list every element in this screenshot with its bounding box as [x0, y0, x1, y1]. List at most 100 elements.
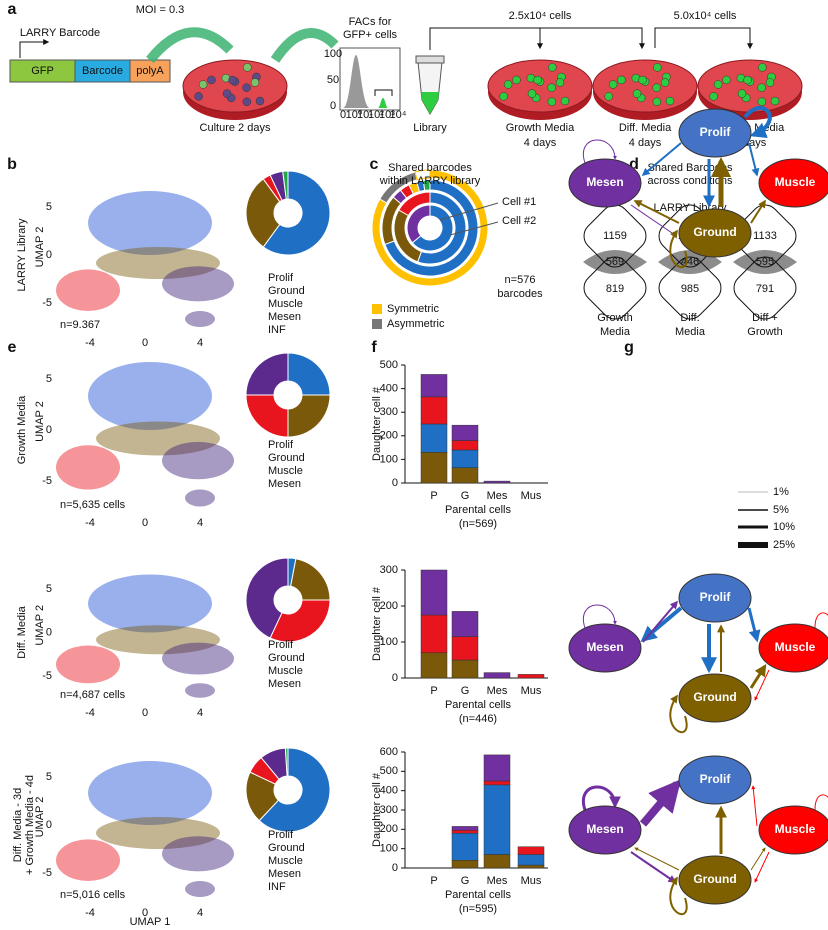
cell: [653, 63, 662, 72]
y-tick-label: 400: [380, 785, 398, 797]
bar-segment: [483, 754, 511, 782]
cell: [194, 92, 203, 101]
cell: [533, 75, 542, 85]
legend-label: Prolif: [268, 439, 294, 451]
y-tick-label: 100: [380, 636, 398, 648]
bar-segment: [451, 830, 479, 834]
dish: [487, 59, 593, 113]
cell: [207, 75, 216, 85]
bar-segment: [451, 449, 479, 468]
side-label: + Growth Media - 4d: [24, 775, 36, 875]
flow-arrow: [630, 204, 676, 236]
self-loop: [582, 604, 617, 629]
facs-gate: [374, 89, 393, 96]
cell: [737, 89, 747, 98]
cell: [255, 96, 265, 106]
self-loop: [669, 694, 688, 734]
legend-label: Muscle: [268, 665, 303, 677]
node: [568, 158, 642, 208]
x-tick-label: Mus: [521, 875, 542, 887]
ring: [422, 179, 431, 191]
umap-cloud: [56, 645, 120, 684]
facs-xtick: 10¹: [357, 109, 373, 121]
umap-y-tick: -5: [42, 297, 52, 309]
node: [758, 623, 828, 673]
cell: [198, 80, 208, 89]
self-loop: [581, 785, 621, 811]
venn-number: 1133: [753, 230, 777, 242]
node: [568, 623, 642, 673]
panel-letter: a: [8, 1, 17, 18]
bar-segment: [483, 854, 511, 869]
node-label: Muscle: [775, 175, 816, 189]
bar-segment: [420, 374, 448, 398]
cell: [757, 97, 767, 107]
x-tick-label: Mus: [521, 685, 542, 697]
bar-segment: [420, 652, 448, 679]
y-tick-label: 0: [392, 672, 398, 684]
step-label: Culture 2 days: [200, 122, 271, 134]
x-tick-label: P: [430, 875, 437, 887]
umap-x-tick: 0: [142, 707, 148, 719]
legend-label: Ground: [268, 285, 305, 297]
umap-cloud: [96, 625, 220, 655]
legend-label: Prolif: [268, 829, 294, 841]
umap-y-tick: 5: [46, 583, 52, 595]
legend-label: INF: [268, 881, 286, 893]
y-tick-label: 500: [380, 765, 398, 777]
legend-label: Mesen: [268, 478, 301, 490]
umap-cloud: [162, 441, 234, 480]
umap-cloud: [185, 489, 215, 507]
weight-label: 25%: [773, 539, 795, 551]
panel-letter: f: [371, 339, 377, 356]
cell: [242, 83, 251, 92]
y-axis-label: UMAP 2: [34, 401, 46, 442]
legend-label: Symmetric: [387, 303, 439, 315]
y-axis-label: UMAP 2: [34, 605, 46, 646]
node-label: Mesen: [586, 640, 623, 654]
x-tick-label: G: [461, 685, 470, 697]
chart-note: (n=446): [459, 713, 497, 725]
venn-number: 819: [606, 283, 624, 295]
cell: [608, 80, 618, 89]
umap-y-tick: 5: [46, 373, 52, 385]
self-loop: [743, 105, 772, 138]
bar-segment: [451, 611, 479, 637]
cell: [503, 80, 513, 89]
flow-arrow: [634, 847, 680, 871]
bar-segment: [451, 860, 479, 869]
umap-x-tick: -4: [85, 907, 95, 919]
bar-segment: [451, 832, 479, 861]
flow-arrow: [633, 200, 680, 224]
cell: [228, 75, 237, 85]
venn-label: Growth: [747, 326, 782, 338]
cell-label: Cell #1: [502, 196, 536, 208]
bar-segment: [451, 467, 479, 484]
bar-segment: [517, 674, 545, 679]
umap-y-tick: -5: [42, 670, 52, 682]
cell: [250, 78, 260, 87]
node: [758, 805, 828, 855]
y-tick-label: 100: [380, 843, 398, 855]
cell: [547, 97, 557, 107]
y-tick-label: 200: [380, 600, 398, 612]
umap-y-tick: -5: [42, 867, 52, 879]
x-tick-label: G: [461, 490, 470, 502]
umap-x-tick: 0: [142, 517, 148, 529]
umap-y-tick: 0: [46, 626, 52, 638]
flow-arrow: [750, 847, 766, 871]
bar-segment: [483, 784, 511, 855]
panel-letter: e: [8, 339, 17, 356]
legend-label: Muscle: [268, 465, 303, 477]
cell: [652, 83, 661, 92]
node: [678, 755, 752, 805]
cell: [512, 75, 521, 85]
moi-label: MOI = 0.3: [136, 4, 185, 16]
y-tick-label: 200: [380, 823, 398, 835]
facs-histogram: [378, 98, 388, 108]
c-title: within LARRY library: [379, 175, 481, 187]
bar-segment: [420, 569, 448, 616]
umap-y-tick: 5: [46, 201, 52, 213]
cell: [604, 92, 613, 101]
x-tick-label: G: [461, 875, 470, 887]
